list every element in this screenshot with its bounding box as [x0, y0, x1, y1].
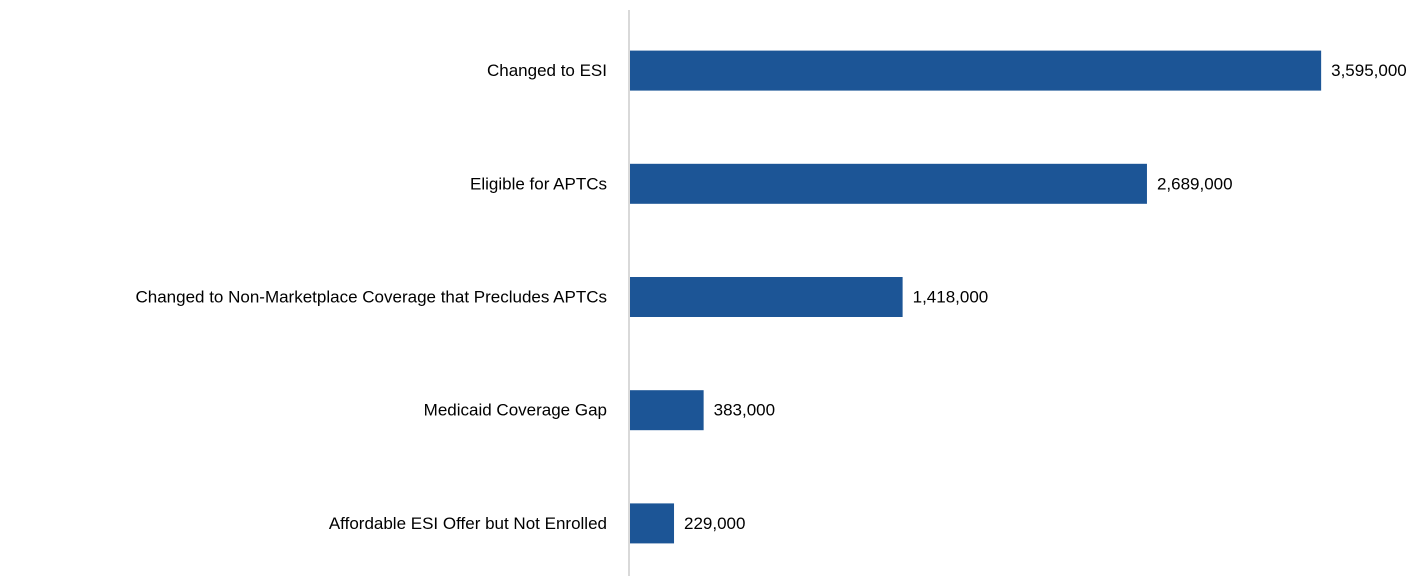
y-tick-label: Changed to ESI [487, 61, 607, 80]
bar [630, 277, 903, 317]
data-label: 383,000 [714, 401, 775, 420]
y-tick-label: Eligible for APTCs [470, 174, 607, 193]
y-tick-label: Medicaid Coverage Gap [424, 401, 607, 420]
y-tick-label: Changed to Non-Marketplace Coverage that… [135, 287, 607, 306]
bar [630, 390, 704, 431]
data-label: 1,418,000 [913, 287, 989, 306]
bar [630, 503, 675, 544]
bar [630, 50, 1322, 91]
bar [630, 163, 1147, 204]
data-label: 229,000 [684, 514, 745, 533]
y-tick-label: Affordable ESI Offer but Not Enrolled [329, 514, 607, 533]
data-label: 3,595,000 [1331, 61, 1407, 80]
data-label: 2,689,000 [1157, 174, 1233, 193]
